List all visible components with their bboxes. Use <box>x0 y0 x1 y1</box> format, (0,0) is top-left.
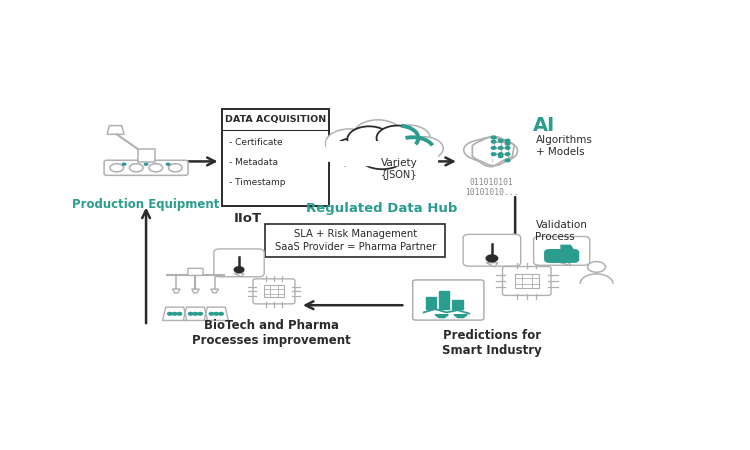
Circle shape <box>376 126 419 150</box>
Circle shape <box>144 163 148 165</box>
FancyBboxPatch shape <box>331 141 438 166</box>
Circle shape <box>168 312 172 315</box>
Circle shape <box>347 126 391 152</box>
Circle shape <box>172 312 177 315</box>
Circle shape <box>506 142 510 145</box>
Circle shape <box>354 120 402 148</box>
Circle shape <box>177 312 182 315</box>
Text: Production Equipment: Production Equipment <box>72 198 220 211</box>
Text: AI: AI <box>533 116 555 135</box>
Circle shape <box>234 267 244 273</box>
Circle shape <box>498 147 503 149</box>
FancyBboxPatch shape <box>503 266 551 295</box>
FancyBboxPatch shape <box>515 274 538 288</box>
FancyBboxPatch shape <box>413 280 484 320</box>
FancyBboxPatch shape <box>266 224 446 256</box>
Circle shape <box>326 129 374 157</box>
Circle shape <box>498 155 503 157</box>
Polygon shape <box>435 315 448 318</box>
FancyBboxPatch shape <box>544 249 579 263</box>
Circle shape <box>506 147 510 149</box>
Polygon shape <box>550 245 574 252</box>
Text: 011010101
10101010...: 011010101 10101010... <box>465 178 519 197</box>
FancyBboxPatch shape <box>214 249 264 277</box>
Circle shape <box>358 141 407 169</box>
Circle shape <box>491 147 496 149</box>
Circle shape <box>498 153 503 156</box>
FancyBboxPatch shape <box>137 149 154 162</box>
Text: - Metadata: - Metadata <box>229 158 278 167</box>
FancyBboxPatch shape <box>253 279 295 304</box>
FancyBboxPatch shape <box>463 234 520 266</box>
Polygon shape <box>472 136 518 166</box>
Polygon shape <box>464 137 514 166</box>
Circle shape <box>194 312 198 315</box>
Circle shape <box>506 159 510 162</box>
Polygon shape <box>234 273 244 277</box>
Circle shape <box>198 312 202 315</box>
Circle shape <box>334 138 374 162</box>
Text: - Certificate: - Certificate <box>229 138 282 147</box>
Text: Variety: Variety <box>380 158 417 168</box>
Text: Regulated Data Hub: Regulated Data Hub <box>306 202 458 215</box>
Text: Validation
Process: Validation Process <box>536 220 587 242</box>
Polygon shape <box>454 315 467 318</box>
Text: Algorithms
+ Models: Algorithms + Models <box>536 135 592 157</box>
FancyBboxPatch shape <box>222 109 329 207</box>
Text: SaaS Provider = Pharma Partner: SaaS Provider = Pharma Partner <box>274 243 436 252</box>
Text: DATA ACQUISITION: DATA ACQUISITION <box>225 115 326 124</box>
Circle shape <box>491 136 496 139</box>
Polygon shape <box>558 262 571 266</box>
Text: BioTech and Pharma
Processes improvement: BioTech and Pharma Processes improvement <box>192 319 350 347</box>
Circle shape <box>122 163 126 165</box>
Text: IIoT: IIoT <box>234 212 262 225</box>
Circle shape <box>486 255 498 262</box>
FancyBboxPatch shape <box>104 160 188 176</box>
Circle shape <box>214 312 218 315</box>
Text: SLA + Risk Management: SLA + Risk Management <box>294 230 417 239</box>
Circle shape <box>498 139 503 142</box>
FancyBboxPatch shape <box>326 139 434 162</box>
Circle shape <box>506 153 510 156</box>
Polygon shape <box>452 300 463 309</box>
Circle shape <box>392 137 433 162</box>
Circle shape <box>491 153 496 156</box>
Text: Predictions for
Smart Industry: Predictions for Smart Industry <box>442 329 542 357</box>
FancyBboxPatch shape <box>533 237 590 266</box>
FancyBboxPatch shape <box>264 285 284 297</box>
Polygon shape <box>426 297 436 309</box>
Polygon shape <box>486 263 498 267</box>
Circle shape <box>491 140 496 143</box>
Circle shape <box>404 137 443 160</box>
Circle shape <box>188 312 193 315</box>
Circle shape <box>219 312 224 315</box>
Text: {JSON}: {JSON} <box>381 170 417 180</box>
Circle shape <box>506 139 510 142</box>
Text: - Timestamp: - Timestamp <box>229 178 285 187</box>
FancyBboxPatch shape <box>188 268 203 275</box>
Circle shape <box>209 312 214 315</box>
Circle shape <box>166 163 170 165</box>
Circle shape <box>386 125 430 151</box>
Polygon shape <box>439 291 449 309</box>
